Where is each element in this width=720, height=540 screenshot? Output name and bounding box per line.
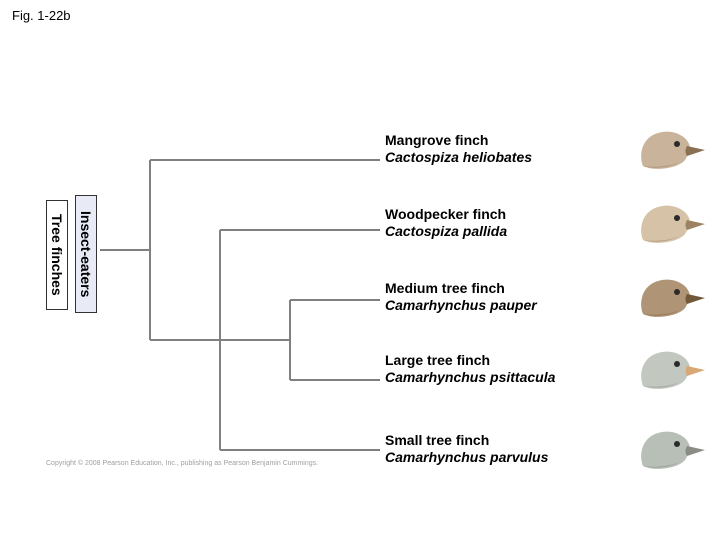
copyright-text: Copyright © 2008 Pearson Education, Inc.… — [46, 460, 318, 467]
species-latin-name: Camarhynchus parvulus — [385, 449, 627, 466]
finch-head-icon — [635, 126, 705, 172]
finch-head-icon — [635, 426, 705, 472]
finch-head-icon — [635, 346, 705, 392]
species-label: Small tree finchCamarhynchus parvulus — [385, 432, 627, 466]
group-label-tree-finches: Tree finches — [46, 200, 68, 310]
species-row: Woodpecker finchCactospiza pallida — [385, 200, 705, 246]
species-row: Mangrove finchCactospiza heliobates — [385, 126, 705, 172]
species-label: Large tree finchCamarhynchus psittacula — [385, 352, 627, 386]
species-common-name: Woodpecker finch — [385, 206, 627, 223]
figure-label: Fig. 1-22b — [12, 8, 71, 23]
species-common-name: Large tree finch — [385, 352, 627, 369]
species-common-name: Medium tree finch — [385, 280, 627, 297]
species-label: Mangrove finchCactospiza heliobates — [385, 132, 627, 166]
species-row: Large tree finchCamarhynchus psittacula — [385, 346, 705, 392]
species-label: Medium tree finchCamarhynchus pauper — [385, 280, 627, 314]
species-common-name: Mangrove finch — [385, 132, 627, 149]
group-label-insect-eaters: Insect-eaters — [75, 195, 97, 313]
species-row: Small tree finchCamarhynchus parvulus — [385, 426, 705, 472]
finch-head-icon — [635, 200, 705, 246]
species-latin-name: Cactospiza heliobates — [385, 149, 627, 166]
species-common-name: Small tree finch — [385, 432, 627, 449]
species-label: Woodpecker finchCactospiza pallida — [385, 206, 627, 240]
cladogram-tree — [100, 140, 380, 510]
finch-head-icon — [635, 274, 705, 320]
species-row: Medium tree finchCamarhynchus pauper — [385, 274, 705, 320]
species-latin-name: Cactospiza pallida — [385, 223, 627, 240]
species-latin-name: Camarhynchus psittacula — [385, 369, 627, 386]
species-latin-name: Camarhynchus pauper — [385, 297, 627, 314]
